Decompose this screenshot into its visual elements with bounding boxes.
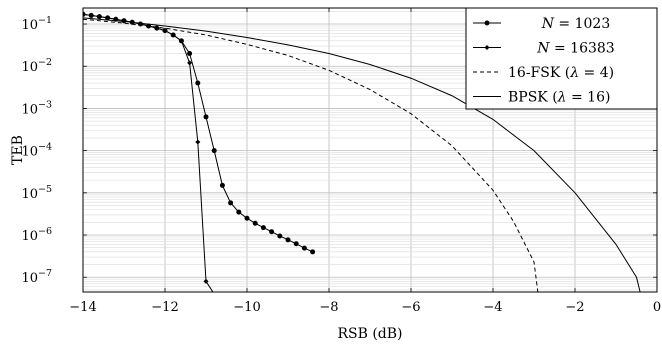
- legend-box: [465, 7, 658, 110]
- data-point: [203, 114, 209, 120]
- legend-marker: [484, 45, 490, 50]
- data-point: [187, 51, 193, 57]
- data-point: [228, 200, 234, 206]
- series-4: [83, 17, 641, 292]
- data-point: [211, 148, 217, 154]
- data-point: [301, 245, 307, 251]
- series-3: [83, 18, 539, 292]
- x-tick-label: −4: [483, 300, 502, 315]
- x-tick-label: −12: [151, 300, 178, 315]
- data-point: [244, 215, 250, 221]
- data-point: [96, 14, 102, 20]
- legend-label: N = 16383: [536, 41, 614, 57]
- data-point: [187, 60, 193, 66]
- legend-label: BPSK (λ = 16): [508, 90, 610, 106]
- data-point: [195, 80, 201, 86]
- y-tick-label: 10−7: [21, 268, 52, 286]
- series-line: [83, 17, 641, 292]
- legend-item-4: BPSK (λ = 16): [473, 90, 610, 106]
- x-tick-label: −2: [565, 300, 584, 315]
- x-tick-label: −8: [319, 300, 338, 315]
- axis-ticks: −14 −12 −10 −8 −6 −4 −2 0 10−1 10−2 10−3 10−4 10−5 10…: [21, 8, 661, 315]
- x-tick-label: 0: [653, 300, 661, 315]
- data-point: [88, 12, 94, 18]
- data-point: [203, 278, 209, 284]
- data-point: [269, 229, 275, 235]
- legend-marker: [484, 20, 490, 26]
- y-tick-label: 10−3: [21, 99, 52, 117]
- data-point: [236, 209, 242, 215]
- x-tick-label: −14: [69, 300, 96, 315]
- plot-series: [83, 11, 641, 292]
- data-point: [260, 225, 266, 231]
- x-axis-label: RSB (dB): [337, 326, 402, 342]
- y-tick-label: 10−2: [21, 57, 52, 75]
- x-tick-label: −10: [233, 300, 260, 315]
- data-point: [83, 11, 86, 17]
- legend-item-3: 16-FSK (λ = 4): [473, 65, 614, 81]
- data-point: [293, 241, 299, 247]
- x-tick-label: −6: [401, 300, 420, 315]
- y-tick-label: 10−5: [21, 184, 52, 202]
- y-tick-label: 10−4: [21, 142, 52, 160]
- legend-label: N = 1023: [541, 16, 611, 32]
- data-point: [285, 237, 291, 243]
- data-point: [252, 220, 258, 226]
- data-point: [178, 38, 184, 44]
- data-point: [219, 182, 225, 188]
- y-tick-label: 10−1: [21, 15, 52, 33]
- y-tick-label: 10−6: [21, 226, 52, 244]
- legend-label: 16-FSK (λ = 4): [508, 65, 614, 81]
- series-1: [83, 11, 316, 255]
- legend: N = 1023 N = 16383 16-FSK (λ = 4) BPSK (λ =…: [465, 7, 658, 110]
- series-line: [83, 18, 539, 292]
- series-line: [83, 13, 313, 253]
- plot-frame: [82, 7, 658, 293]
- data-point: [277, 233, 283, 239]
- data-point: [310, 249, 316, 255]
- data-point: [162, 28, 168, 34]
- y-axis-label: TEB: [10, 135, 26, 165]
- data-point: [105, 15, 111, 21]
- data-point: [170, 32, 176, 38]
- series-2: [83, 11, 215, 292]
- legend-item-2: N = 16383: [473, 41, 615, 57]
- legend-item-1: N = 1023: [473, 16, 610, 32]
- data-point: [195, 139, 201, 145]
